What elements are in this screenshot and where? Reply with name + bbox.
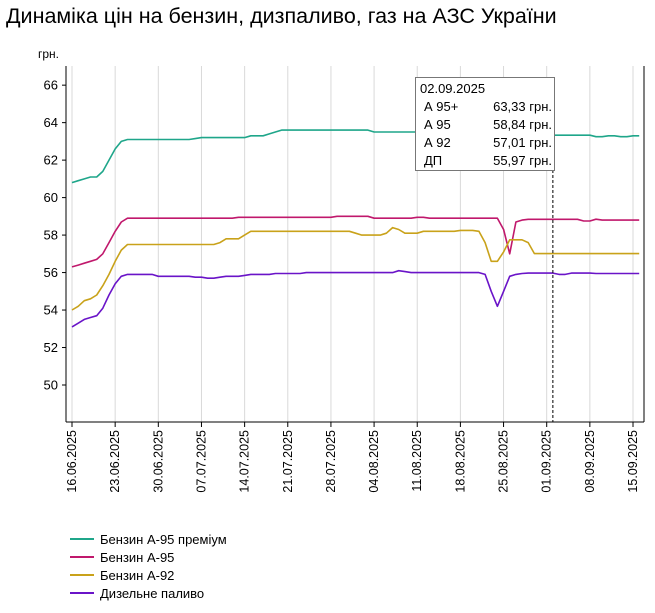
legend-swatch-a95 (70, 556, 94, 558)
x-tick-label: 28.07.2025 (324, 430, 338, 493)
y-tick-label: 56 (44, 265, 58, 280)
legend-swatch-a95-premium (70, 538, 94, 540)
y-tick-label: 64 (44, 115, 58, 130)
legend-item-a95[interactable]: Бензин А-95 (70, 548, 227, 566)
legend-label-a95: Бензин А-95 (100, 549, 175, 565)
tooltip-row-label: А 95+ (424, 99, 459, 114)
diesel-line (71, 269, 640, 328)
x-tick-label: 21.07.2025 (281, 430, 295, 493)
x-tick-label: 14.07.2025 (238, 430, 252, 493)
legend-item-diesel[interactable]: Дизельне паливо (70, 584, 227, 602)
chart-legend: Бензин А-95 преміум Бензин А-95 Бензин А… (70, 530, 227, 602)
tooltip-row-label: ДП (424, 153, 443, 168)
x-tick-label: 11.08.2025 (410, 430, 424, 492)
legend-item-a92[interactable]: Бензин А-92 (70, 566, 227, 584)
chart-title: Динаміка цін на бензин, дизпаливо, газ н… (6, 4, 557, 28)
legend-label-a92: Бензин А-92 (100, 567, 175, 583)
legend-item-a95-premium[interactable]: Бензин А-95 преміум (70, 530, 227, 548)
y-axis-unit-label: грн. (38, 47, 60, 61)
x-tick-label: 23.06.2025 (108, 430, 122, 493)
y-tick-label: 52 (44, 340, 58, 355)
legend-label-a95-premium: Бензин А-95 преміум (100, 531, 227, 547)
y-tick-label: 62 (44, 153, 58, 168)
x-tick-label: 30.06.2025 (151, 430, 165, 493)
tooltip-row-value: 57,01 грн. (493, 135, 552, 150)
x-tick-label: 01.09.2025 (540, 430, 554, 493)
x-tick-label: 08.09.2025 (583, 430, 597, 493)
legend-label-diesel: Дизельне паливо (100, 585, 205, 601)
x-tick-label: 25.08.2025 (497, 430, 511, 493)
tooltip-row-value: 58,84 грн. (493, 117, 552, 132)
a95-line (71, 215, 640, 268)
y-tick-label: 60 (44, 190, 58, 205)
y-tick-label: 58 (44, 228, 58, 243)
tooltip-row-value: 55,97 грн. (493, 153, 552, 168)
x-tick-label: 16.06.2025 (65, 430, 79, 493)
tooltip-date: 02.09.2025 (420, 81, 486, 96)
tooltip-row-value: 63,33 грн. (493, 99, 552, 114)
tooltip-row-label: А 95 (424, 117, 451, 132)
a92-line (71, 226, 640, 311)
y-tick-label: 50 (44, 378, 58, 393)
tooltip-row-label: А 92 (424, 135, 451, 150)
x-tick-label: 04.08.2025 (367, 430, 381, 493)
y-tick-label: 54 (44, 303, 58, 318)
legend-swatch-a92 (70, 574, 94, 576)
hover-tooltip: 02.09.2025 А 95+ 63,33 грн. А 95 58,84 г… (415, 77, 555, 171)
y-tick-label: 66 (44, 78, 58, 93)
x-tick-label: 15.09.2025 (626, 430, 640, 493)
legend-swatch-diesel (70, 592, 94, 594)
x-tick-label: 07.07.2025 (194, 430, 208, 493)
x-tick-label: 18.08.2025 (453, 430, 467, 493)
